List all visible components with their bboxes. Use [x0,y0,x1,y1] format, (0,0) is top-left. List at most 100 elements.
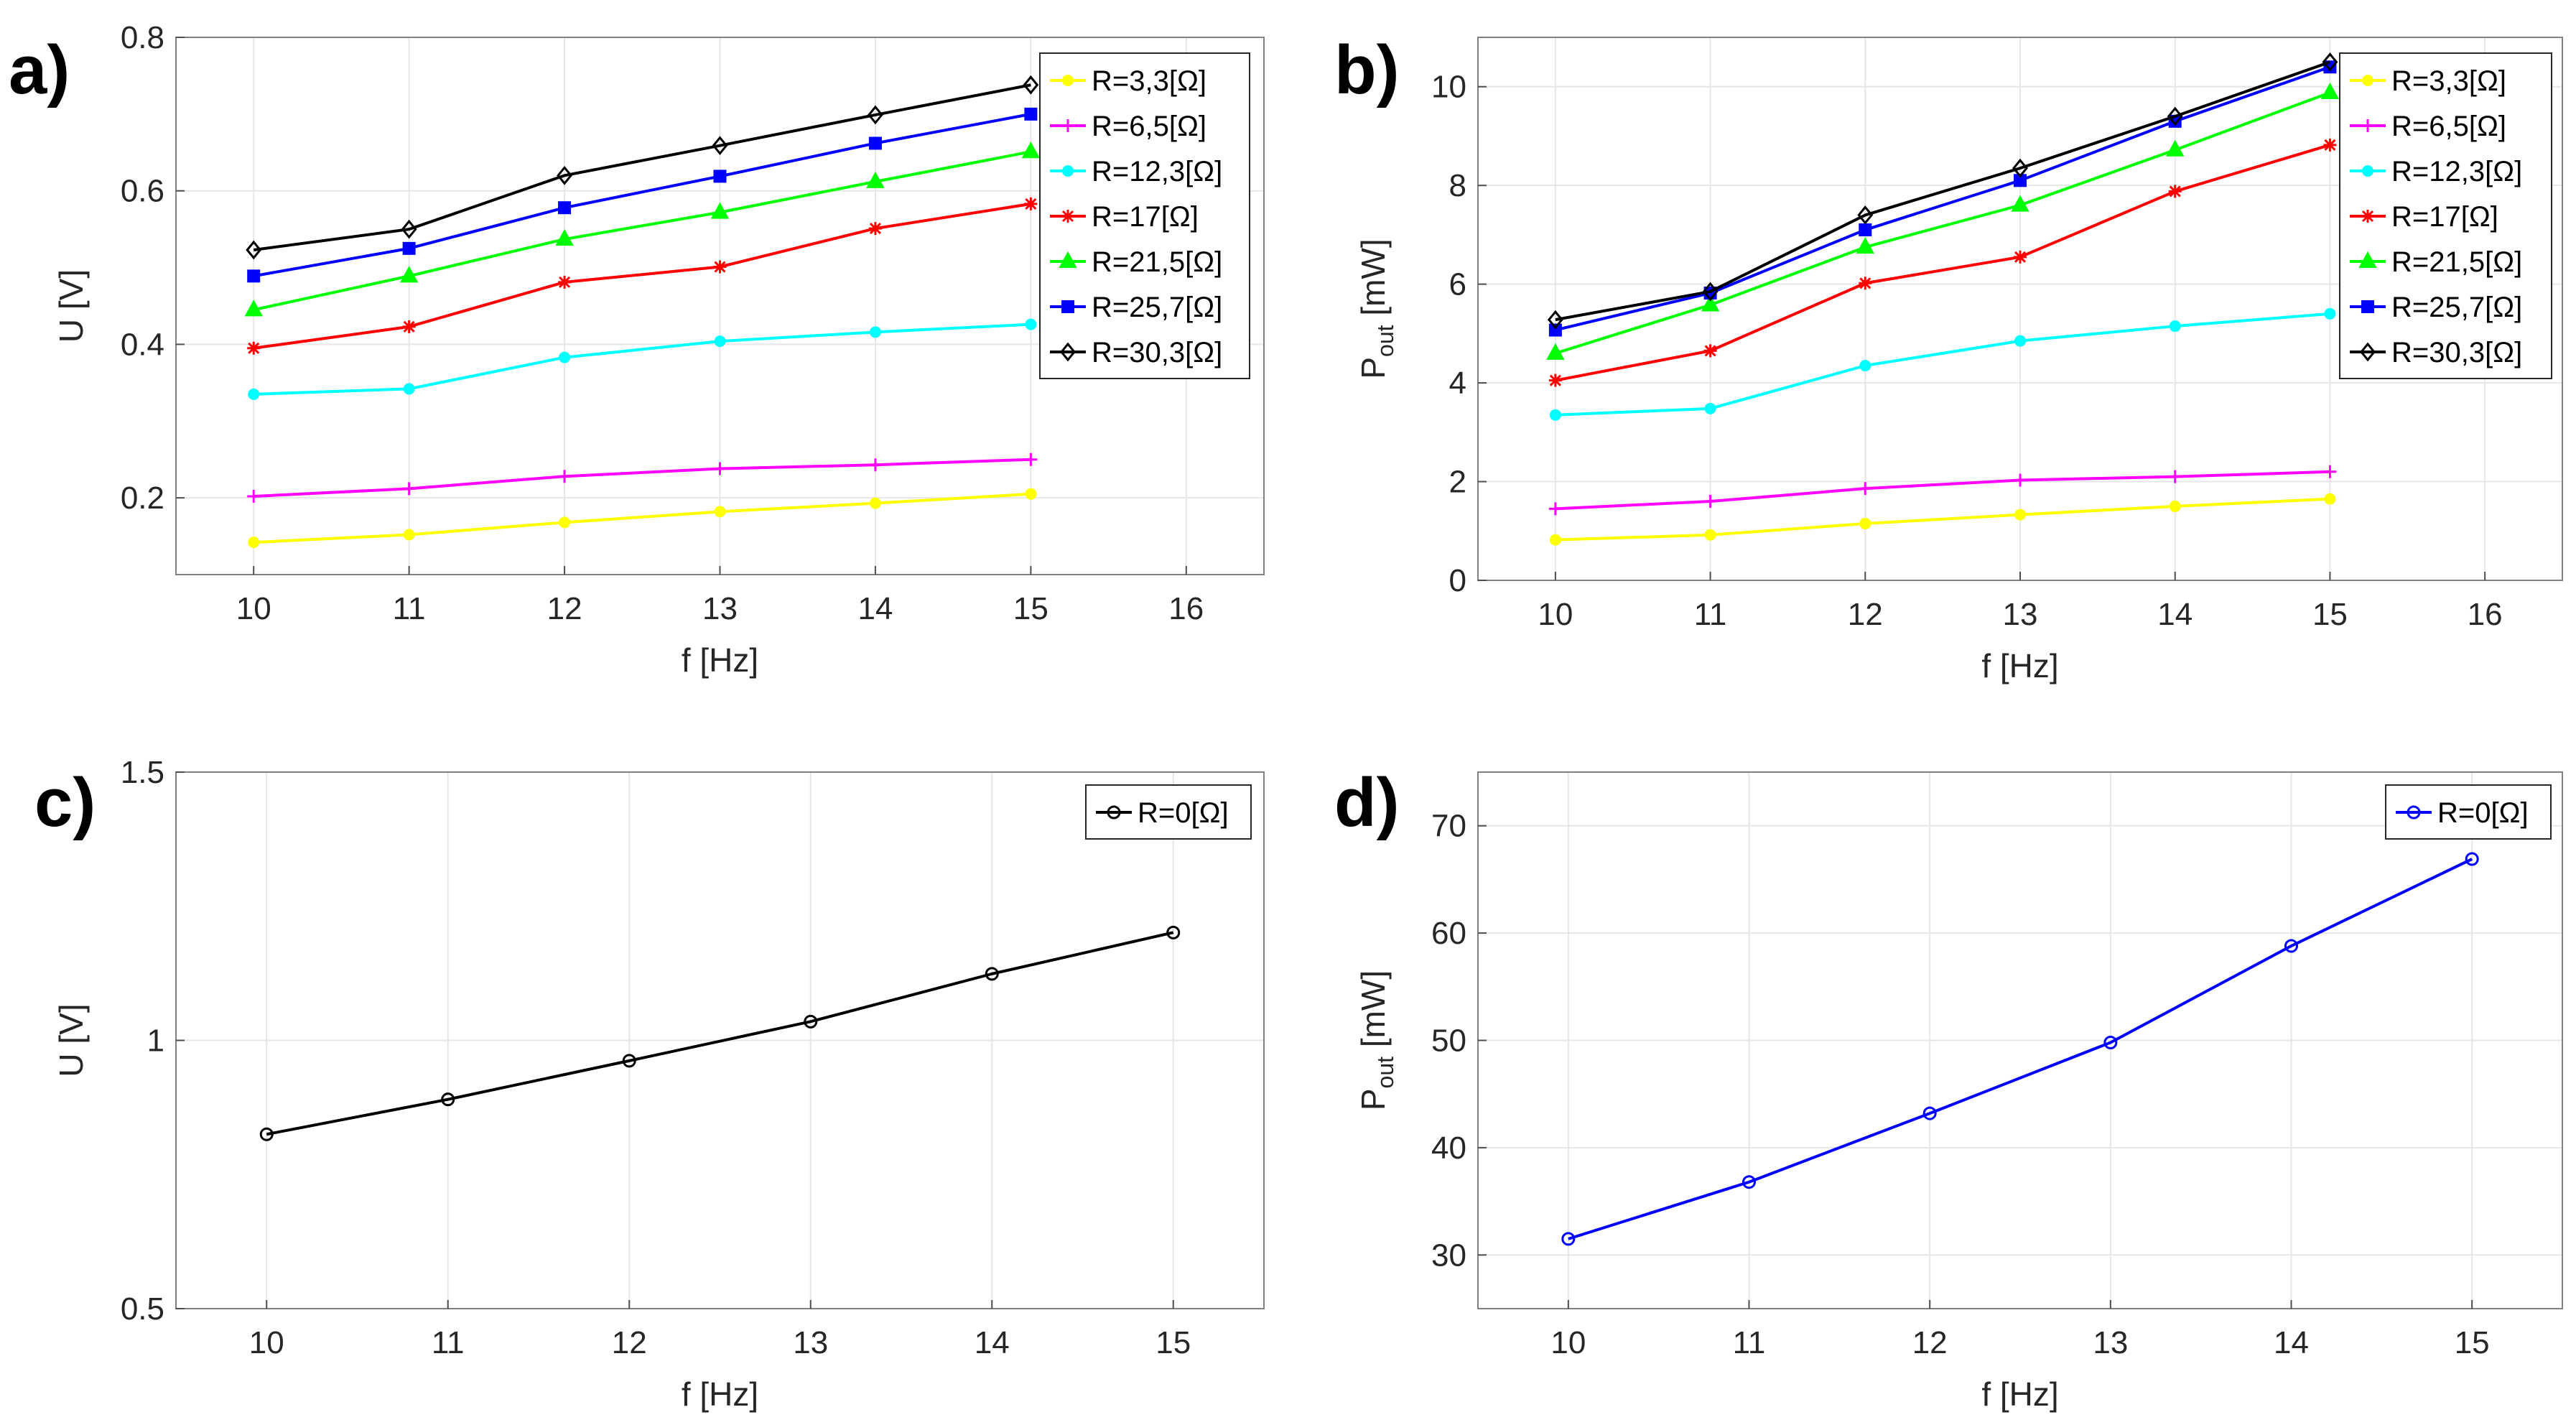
legend-entry: R=21,5[Ω] [2391,246,2522,278]
legend-marker [2361,119,2374,132]
series-1 [247,452,1038,503]
data-point [402,320,416,333]
data-point [259,1127,274,1141]
legend: R=0[Ω] [1085,784,1252,840]
series-line [254,458,1031,498]
x-tick-label: 13 [702,591,738,626]
legend-entry: R=0[Ω] [2437,797,2529,829]
legend-entry: R=17[Ω] [1092,201,1199,233]
y-tick-label: 10 [1431,70,1466,105]
series-line [254,492,1031,544]
legend: R=3,3[Ω] R=6,5[Ω] R=12,3[Ω] R=17[Ω] R=21,5[Ω… [2339,52,2552,379]
data-point [1166,925,1181,939]
data-point [2323,465,2337,478]
data-point [244,300,263,317]
legend-entry: R=30,3[Ω] [2391,337,2522,368]
y-tick-label: 50 [1431,1024,1466,1059]
data-point [2465,852,2479,866]
legend-entry: R=6,5[Ω] [1092,111,1206,142]
series-line [266,931,1174,1136]
series-2 [248,318,1037,400]
series-6 [1547,52,2338,330]
x-axis-label: f [Hz] [682,1375,758,1413]
series-4 [1546,82,2340,360]
x-axis-label: f [Hz] [1981,647,2058,684]
data-point [1024,107,1038,121]
data-point [867,105,883,125]
legend-entry: R=6,5[Ω] [2391,111,2506,142]
data-point [1922,1106,1937,1120]
data-point [1703,344,1717,358]
data-point [1859,223,1872,237]
data-point [402,482,416,496]
series-line [1555,143,2331,382]
legend-entry: R=3,3[Ω] [1092,65,1206,97]
data-point [1549,534,1561,546]
panel-letter: a) [9,32,70,108]
data-point [2166,139,2185,157]
panel-letter: c) [34,764,96,841]
x-tick-label: 13 [2093,1325,2128,1360]
series-0 [248,488,1037,549]
legend: R=0[Ω] [2385,784,2552,840]
y-tick-label: 0 [1449,563,1466,598]
data-point [868,136,882,150]
series-3 [247,197,1038,355]
y-tick-label: 8 [1449,168,1466,203]
data-point [1856,237,1874,254]
data-point [2014,509,2026,521]
data-point [403,383,415,395]
series-3 [1548,138,2337,387]
data-point [710,202,730,219]
series-4 [244,141,1041,317]
y-tick-label: 6 [1449,267,1466,302]
series-1 [1548,465,2337,516]
data-point [2167,106,2183,126]
data-point [402,241,416,255]
data-point [868,222,882,236]
data-point [1704,402,1716,414]
data-point [1859,277,1872,290]
x-axis-label: f [Hz] [1981,1375,2058,1413]
legend-entry: R=21,5[Ω] [1092,246,1222,278]
data-point [2169,500,2181,512]
x-tick-label: 10 [1538,597,1573,632]
series-0 [1561,852,2479,1246]
data-point [558,201,572,215]
x-tick-label: 12 [612,1325,647,1360]
data-point [558,470,572,483]
x-tick-label: 11 [1733,1325,1766,1360]
data-point [713,462,727,475]
data-point [557,165,573,185]
y-tick-label: 0.6 [121,174,164,209]
data-point [1023,75,1039,95]
y-axis-label: Pout [mW] [1354,238,1398,379]
y-tick-label: 70 [1431,809,1466,844]
x-tick-label: 12 [1848,597,1883,632]
x-tick-label: 10 [249,1325,284,1360]
legend-marker [1107,805,1121,820]
series-line [253,112,1031,278]
legend-marker [1062,165,1074,177]
data-point [248,537,260,549]
x-tick-label: 16 [1168,591,1204,626]
legend-entry: R=17[Ω] [2391,201,2498,233]
data-point [1548,502,1562,516]
data-point [1547,310,1563,330]
legend: R=3,3[Ω] R=6,5[Ω] R=12,3[Ω] R=17[Ω] R=21,5[Ω… [1039,52,1250,379]
series-line [1555,470,2330,511]
data-point [559,516,571,529]
series-line [1555,65,2331,332]
y-tick-label: 4 [1449,366,1466,401]
data-point [866,171,885,188]
legend-marker [2407,805,2421,820]
data-point [1703,495,1717,509]
data-point [1548,373,1562,387]
x-tick-label: 13 [793,1325,828,1360]
data-point [869,326,881,338]
legend-marker [1062,75,1074,86]
legend-marker [2360,342,2376,362]
panel-letter: d) [1334,764,1400,841]
legend-entry: R=30,3[Ω] [1092,337,1222,368]
